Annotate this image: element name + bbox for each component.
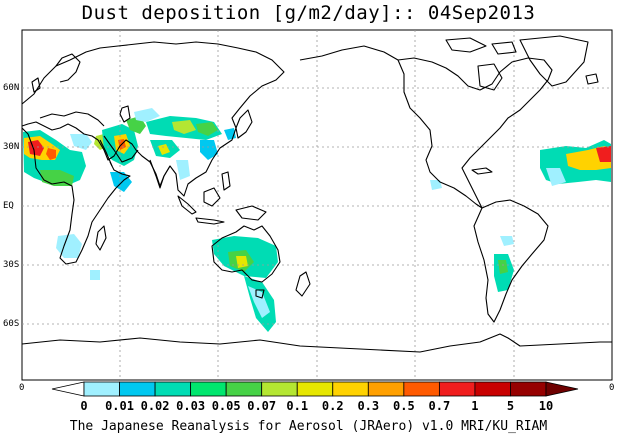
dust-se-asia: [176, 160, 190, 180]
antarctica-coast: [21, 333, 612, 353]
philippines: [221, 171, 231, 191]
footer-credit: The Japanese Reanalysis for Aerosol (JRA…: [69, 419, 548, 434]
dust-patagonia-peak: [498, 260, 508, 274]
dust-s-atlantic: [90, 270, 100, 280]
cuba: [471, 167, 493, 175]
arctic-islands: [445, 37, 487, 53]
colorbar-swatch: [332, 381, 369, 397]
new-guinea: [235, 205, 267, 221]
dust-mexico-spot: [430, 180, 442, 190]
indonesia-java: [195, 217, 225, 225]
dust-deposition-field: [23, 108, 611, 332]
colorbar-tick-label: 0.5: [393, 399, 415, 413]
colorbar-swatch: [474, 381, 511, 397]
colorbar-tick-label: 0.1: [286, 399, 309, 413]
colorbar-tick-label: 10: [538, 399, 554, 413]
dust-amazon-spot: [500, 236, 514, 246]
colorbar-swatch: [403, 381, 440, 397]
colorbar-swatch: [190, 381, 227, 397]
australia-coast: [211, 225, 281, 283]
colorbar-tick-label: 0: [80, 399, 88, 413]
british-isles: [31, 77, 41, 93]
hudson-bay: [477, 63, 503, 91]
caspian-sea: [119, 105, 131, 123]
greenland: [519, 35, 589, 87]
lat-lon-grid: [22, 30, 612, 380]
colorbar-tick-label: 0.03: [176, 399, 206, 413]
scandinavia-coast: [55, 53, 81, 83]
lat-label-60s: 60S: [3, 319, 20, 329]
colorbar-tick-label: 0.02: [140, 399, 170, 413]
colorbar-arrow-high: [545, 381, 579, 397]
eurasia-coast: [21, 41, 285, 197]
dust-china-east: [200, 140, 218, 160]
colorbar-swatch: [225, 381, 263, 397]
colorbar-swatch: [261, 381, 298, 397]
africa-coast: [21, 127, 131, 265]
map-title: Dust deposition [g/m2/day]:: 04Sep2013: [81, 2, 536, 24]
colorbar-tick-label: 0.2: [321, 399, 344, 413]
lon-label-right: 0: [609, 383, 615, 393]
dust-sahara-east-peak: [596, 146, 611, 162]
north-america-coast: [299, 45, 553, 209]
lat-label-eq: EQ: [3, 201, 14, 211]
colorbar-swatch: [83, 381, 120, 397]
dust-taklimakan: [172, 120, 196, 134]
colorbar-swatch: [119, 381, 156, 397]
colorbar-swatch: [438, 381, 476, 397]
colorbar-tick-label: 5: [506, 399, 515, 413]
dust-kazakh: [134, 108, 160, 122]
arabia-coast: [103, 135, 139, 163]
colorbar-swatch: [510, 381, 547, 397]
south-america-coast: [473, 199, 549, 323]
colorbar-tick-label: 0.01: [105, 399, 134, 413]
red-sea: [99, 139, 113, 167]
colorbar-tick-label: 1: [471, 399, 479, 413]
dust-libya: [70, 134, 92, 150]
arctic-islands-2: [491, 41, 517, 55]
dust-tasman-plume-outer: [248, 286, 270, 318]
new-zealand: [295, 271, 311, 297]
colorbar-swatch: [296, 381, 334, 397]
tasmania: [255, 289, 265, 299]
coastlines: [21, 35, 612, 353]
dust-atlantic-plume: [546, 168, 566, 186]
lat-label-60n: 60N: [3, 83, 20, 93]
iceland: [585, 73, 599, 85]
lon-label-left: 0: [19, 383, 25, 393]
indonesia-sumatra: [177, 195, 197, 215]
indonesia-borneo: [203, 187, 221, 207]
colorbar-swatch: [154, 381, 192, 397]
colorbar-tick-label: 0.05: [211, 399, 241, 413]
lat-label-30n: 30N: [3, 142, 20, 152]
japan-coast: [235, 109, 253, 139]
india-coast: [149, 159, 171, 189]
mediterranean-coast: [39, 111, 105, 127]
colorbar-tick-label: 0.3: [357, 399, 380, 413]
colorbar-arrow-low: [51, 381, 85, 397]
lat-label-30s: 30S: [3, 260, 20, 270]
colorbar-tick-label: 0.7: [428, 399, 451, 413]
dust-sahara-peak-2: [46, 148, 56, 160]
dust-gobi: [196, 122, 218, 136]
colorbar-swatch: [367, 381, 405, 397]
madagascar: [95, 225, 107, 251]
dust-horn-africa: [110, 172, 132, 192]
colorbar-tick-label: 0.07: [247, 399, 277, 413]
